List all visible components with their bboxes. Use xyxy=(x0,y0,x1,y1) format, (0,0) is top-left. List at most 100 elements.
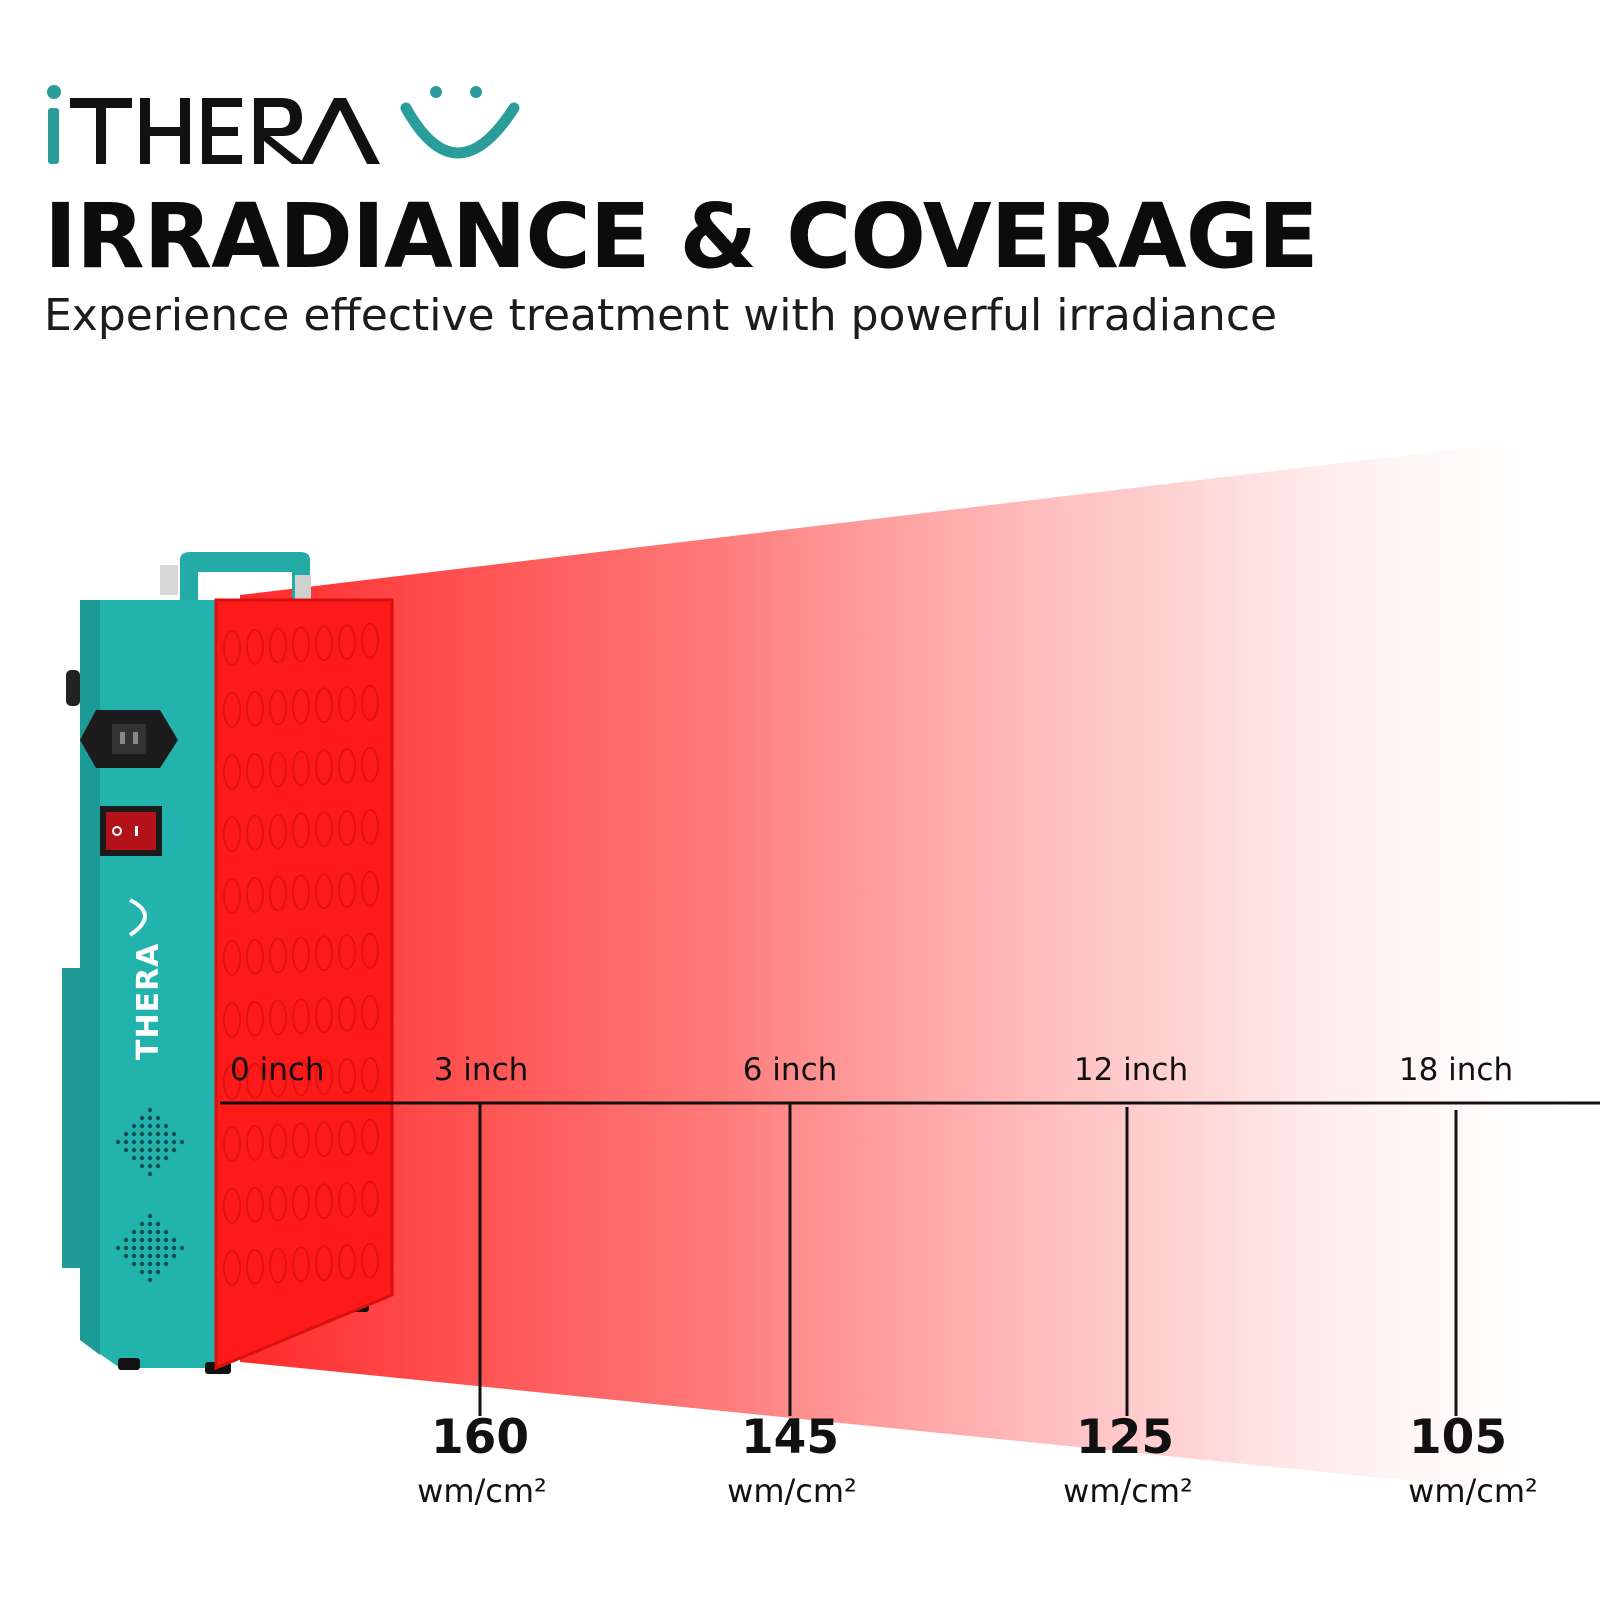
light-beam xyxy=(240,432,1600,1500)
led-diode xyxy=(223,816,241,852)
vent-hole xyxy=(171,1245,177,1251)
led-diode xyxy=(223,1064,241,1100)
led-diode xyxy=(246,1186,264,1223)
led-diode xyxy=(246,814,264,851)
led-diode xyxy=(315,811,333,848)
vent-hole xyxy=(139,1131,145,1137)
vent-hole xyxy=(131,1261,137,1267)
led-diode xyxy=(292,1246,310,1283)
led-diode xyxy=(292,1184,310,1221)
led-diode xyxy=(246,1248,264,1285)
led-diode xyxy=(223,878,241,914)
irradiance-value-3: 160 xyxy=(430,1410,530,1465)
led-diode xyxy=(338,1182,356,1218)
vent-hole xyxy=(155,1245,161,1251)
vent-hole xyxy=(155,1147,161,1153)
page-title: IRRADIANCE & COVERAGE xyxy=(44,184,1319,288)
vent-hole xyxy=(147,1253,153,1259)
vent-hole xyxy=(131,1123,137,1129)
led-diode xyxy=(223,692,241,728)
led-diode xyxy=(269,1123,287,1160)
led-diode xyxy=(338,1120,356,1156)
vent-hole xyxy=(163,1147,169,1153)
vent-hole xyxy=(155,1253,161,1259)
led-diode xyxy=(338,748,356,784)
irradiance-value-12: 125 xyxy=(1075,1410,1175,1465)
led-diode xyxy=(292,936,310,973)
vent-hole xyxy=(171,1253,177,1259)
distance-label-12: 12 inch xyxy=(1073,1052,1189,1088)
led-diode xyxy=(269,689,287,726)
led-diode xyxy=(361,1056,379,1093)
vent-hole xyxy=(163,1155,169,1161)
led-diode xyxy=(269,937,287,974)
vent-hole xyxy=(171,1237,177,1243)
vent-hole xyxy=(139,1269,145,1275)
led-diode xyxy=(361,932,379,969)
led-diode xyxy=(246,628,264,665)
led-diode xyxy=(292,688,310,725)
page-subtitle: Experience effective treatment with powe… xyxy=(44,290,1278,341)
led-diode xyxy=(361,994,379,1031)
led-diode xyxy=(338,624,356,660)
led-diode xyxy=(338,686,356,722)
led-diode xyxy=(246,752,264,789)
distance-label-3: 3 inch xyxy=(433,1052,529,1088)
vent-hole xyxy=(147,1245,153,1251)
vent-hole xyxy=(155,1123,161,1129)
led-diode xyxy=(338,934,356,970)
led-diode xyxy=(338,810,356,846)
led-diode xyxy=(269,1185,287,1222)
led-diode xyxy=(269,1061,287,1098)
led-diode xyxy=(361,684,379,721)
vent-hole xyxy=(147,1229,153,1235)
led-diode xyxy=(223,1250,241,1286)
vent-hole xyxy=(155,1237,161,1243)
led-diode xyxy=(361,746,379,783)
led-diode xyxy=(361,622,379,659)
ithera-logo xyxy=(47,85,520,164)
led-diode xyxy=(361,1242,379,1279)
led-diode xyxy=(246,938,264,975)
vent-hole xyxy=(131,1147,137,1153)
led-diode xyxy=(315,1059,333,1096)
vent-hole xyxy=(155,1261,161,1267)
vent-hole xyxy=(147,1147,153,1153)
vent-hole xyxy=(139,1253,145,1259)
vent-hole xyxy=(147,1163,153,1169)
vent-hole xyxy=(123,1131,129,1137)
vent-hole xyxy=(163,1229,169,1235)
vent-hole xyxy=(123,1237,129,1243)
side-logo: THERA xyxy=(131,943,166,1060)
led-diode xyxy=(361,808,379,845)
vent-hole xyxy=(131,1139,137,1145)
led-diode xyxy=(223,1126,241,1162)
vent-hole xyxy=(139,1163,145,1169)
vent-hole xyxy=(139,1123,145,1129)
led-diode xyxy=(246,690,264,727)
led-diode xyxy=(292,1060,310,1097)
irradiance-unit-3: wm/cm² xyxy=(417,1472,547,1510)
vent-hole xyxy=(155,1163,161,1169)
vent-hole xyxy=(131,1237,137,1243)
led-diode xyxy=(315,1183,333,1220)
irradiance-value-6: 145 xyxy=(740,1410,840,1465)
vent-hole xyxy=(171,1139,177,1145)
vent-hole xyxy=(147,1155,153,1161)
led-diode xyxy=(292,998,310,1035)
led-diode xyxy=(223,630,241,666)
irradiance-value-18: 105 xyxy=(1408,1410,1508,1465)
vent-hole xyxy=(139,1221,145,1227)
vent-hole xyxy=(155,1269,161,1275)
vent-hole xyxy=(163,1245,169,1251)
led-diode xyxy=(315,625,333,662)
led-diode xyxy=(246,1124,264,1161)
led-diode xyxy=(292,1122,310,1159)
vent-hole xyxy=(155,1155,161,1161)
vent-hole xyxy=(163,1131,169,1137)
vent-hole xyxy=(147,1269,153,1275)
vent-hole xyxy=(139,1155,145,1161)
led-diode xyxy=(361,870,379,907)
led-diode xyxy=(292,874,310,911)
led-diode xyxy=(292,626,310,663)
